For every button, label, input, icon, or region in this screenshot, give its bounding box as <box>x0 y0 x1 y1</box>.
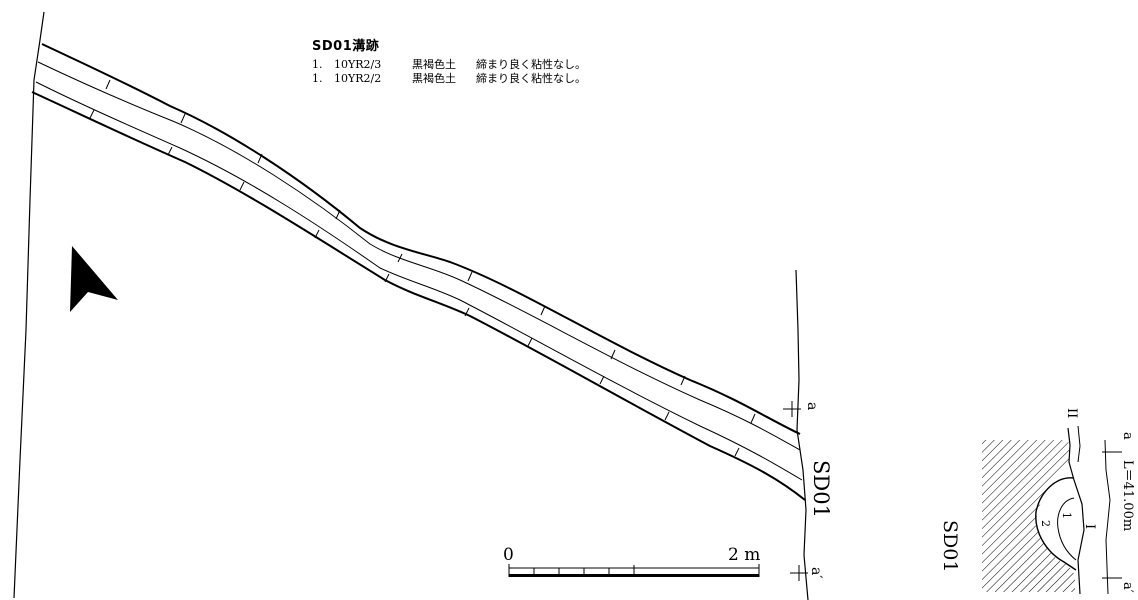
section-layer-label-2: 2 <box>1039 520 1052 527</box>
legend-layer-row: 1. 10YR2/2 黒褐色土 締まり良く粘性なし。 <box>312 72 586 86</box>
ditch-inner-edge-top <box>37 61 801 451</box>
ditch-inner-edge-bottom <box>35 81 803 481</box>
layer-soil-name: 黒褐色土 <box>412 58 456 71</box>
layer-description: 締まり良く粘性なし。 <box>476 58 586 71</box>
scale-bar <box>508 564 760 577</box>
section-start-label: a <box>804 402 820 410</box>
hachure-ticks-bottom <box>89 109 740 457</box>
section-hatched-ground <box>982 440 1075 592</box>
section-layer-label-1: 1 <box>1060 512 1073 519</box>
section-stratum-label-1: I <box>1082 524 1097 529</box>
excavation-boundary-right <box>795 269 809 600</box>
layer-description: 締まり良く粘性なし。 <box>476 72 586 85</box>
section-end-label: a′ <box>1120 582 1135 593</box>
north-arrow-icon <box>70 246 118 312</box>
scale-zero-label: 0 <box>503 545 514 565</box>
section-feature-label: SD01 <box>939 520 961 572</box>
excavation-boundary-left <box>13 11 45 599</box>
ditch-outer-edge-bottom <box>31 91 806 501</box>
section-drawing <box>982 425 1122 595</box>
layer-number: 1. <box>312 58 323 71</box>
layer-color-code: 10YR2/2 <box>334 72 382 85</box>
section-ditch-profile <box>1035 477 1077 571</box>
section-line-markers <box>783 401 808 581</box>
section-end-label: a′ <box>808 567 824 579</box>
layer-number: 1. <box>312 72 323 85</box>
layer-legend: SD01溝跡 1. 10YR2/3 黒褐色土 締まり良く粘性なし。 1. 10YR2/2… <box>312 40 586 86</box>
scale-max-label: 2 m <box>728 545 760 565</box>
section-start-label: a <box>1120 432 1135 440</box>
section-level-label: L＝41.00m <box>1120 460 1135 531</box>
legend-layer-row: 1. 10YR2/3 黒褐色土 締まり良く粘性なし。 <box>312 58 586 72</box>
section-stratum-label-2: II <box>1064 408 1079 418</box>
plan-feature-label: SD01 <box>809 460 833 518</box>
ditch-outer-edge-top <box>41 43 801 435</box>
hachure-ticks-top <box>105 79 756 424</box>
legend-title: SD01溝跡 <box>312 39 380 54</box>
layer-color-code: 10YR2/3 <box>334 58 382 71</box>
layer-soil-name: 黒褐色土 <box>412 72 456 85</box>
